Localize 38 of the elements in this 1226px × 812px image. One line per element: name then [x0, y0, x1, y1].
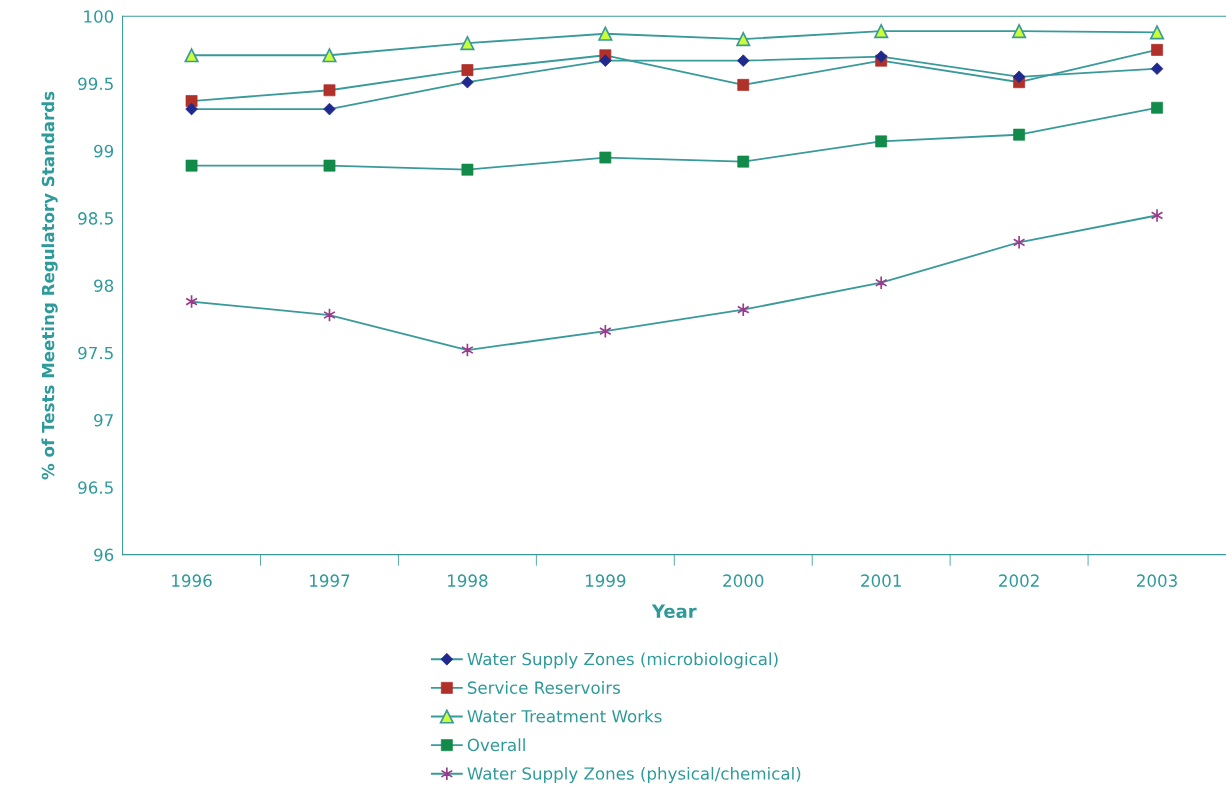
- legend-label: Overall: [467, 738, 525, 752]
- y-axis-title: % of Tests Meeting Regulatory Standards: [41, 91, 58, 480]
- x-tick-label: 1997: [310, 574, 350, 587]
- x-tick-label: 1999: [585, 574, 626, 587]
- point: [736, 32, 751, 47]
- point: [1151, 101, 1163, 114]
- y-tick-label: 99: [94, 144, 114, 158]
- legend-label: Water Treatment Works: [467, 709, 662, 723]
- point: [874, 275, 888, 290]
- point: [1012, 235, 1026, 250]
- point: [460, 36, 475, 51]
- point: [184, 48, 199, 63]
- x-tick-label: 1998: [448, 574, 488, 587]
- point: [598, 26, 613, 41]
- point: [874, 23, 889, 39]
- legend-label: Water Supply Zones (physical/chemical): [467, 766, 801, 784]
- x-tick-label: 2002: [999, 574, 1039, 587]
- point: [322, 48, 337, 63]
- point: [1012, 23, 1027, 39]
- y-tick-label: 96: [94, 548, 114, 562]
- y-tick-label: 97.5: [78, 346, 113, 360]
- point: [1150, 208, 1164, 223]
- x-tick-label: 2000: [723, 574, 764, 587]
- point: [737, 302, 750, 317]
- y-tick-label: 99.5: [78, 77, 113, 91]
- x-tick-label: 1996: [172, 574, 212, 587]
- x-tick-label: 2001: [861, 574, 901, 587]
- y-tick-label: 100: [84, 10, 114, 23]
- point: [1149, 25, 1165, 40]
- legend-label: Water Supply Zones (microbiological): [467, 652, 778, 669]
- y-tick-label: 96.5: [78, 481, 113, 494]
- x-axis-title: Year: [651, 604, 697, 619]
- point: [1151, 43, 1163, 56]
- y-tick-label: 97: [94, 413, 113, 427]
- legend-label: Service Reservoirs: [467, 681, 621, 694]
- x-tick-label: 2003: [1137, 574, 1177, 587]
- y-tick-label: 98: [94, 279, 114, 292]
- y-tick-label: 98.5: [78, 212, 113, 225]
